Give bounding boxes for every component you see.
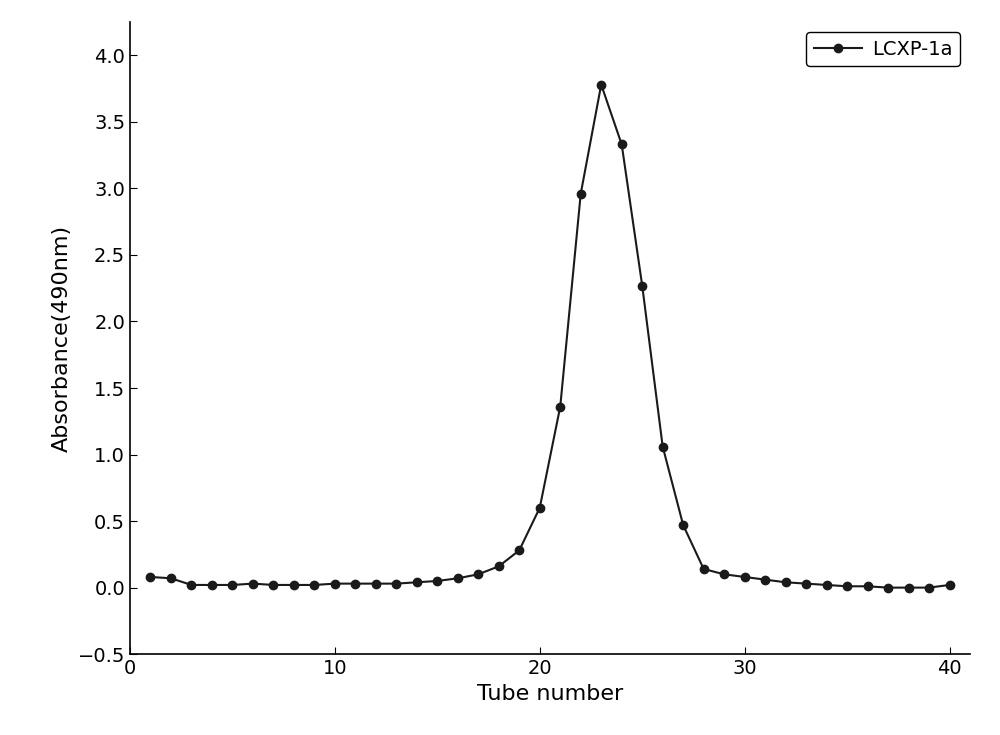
- LCXP-1a: [329, 579, 341, 588]
- LCXP-1a: [903, 583, 915, 592]
- LCXP-1a: [390, 579, 402, 588]
- LCXP-1a: [636, 281, 648, 290]
- LCXP-1a: [288, 581, 300, 589]
- Y-axis label: Absorbance(490nm): Absorbance(490nm): [52, 224, 72, 452]
- LCXP-1a: [882, 583, 894, 592]
- LCXP-1a: [759, 576, 771, 584]
- LCXP-1a: [431, 576, 443, 585]
- X-axis label: Tube number: Tube number: [477, 684, 623, 703]
- LCXP-1a: [206, 581, 218, 589]
- LCXP-1a: [862, 582, 874, 591]
- LCXP-1a: [923, 583, 935, 592]
- LCXP-1a: [165, 574, 177, 583]
- LCXP-1a: [718, 570, 730, 578]
- LCXP-1a: [411, 578, 423, 587]
- Line: LCXP-1a: LCXP-1a: [146, 80, 954, 592]
- LCXP-1a: [267, 581, 279, 589]
- LCXP-1a: [800, 579, 812, 588]
- Legend: LCXP-1a: LCXP-1a: [806, 32, 960, 66]
- LCXP-1a: [575, 190, 587, 198]
- LCXP-1a: [657, 442, 669, 451]
- LCXP-1a: [513, 546, 525, 555]
- LCXP-1a: [534, 503, 546, 512]
- LCXP-1a: [144, 573, 156, 581]
- LCXP-1a: [247, 579, 259, 588]
- LCXP-1a: [677, 520, 689, 529]
- LCXP-1a: [185, 581, 197, 589]
- LCXP-1a: [616, 140, 628, 149]
- LCXP-1a: [944, 581, 956, 589]
- LCXP-1a: [226, 581, 238, 589]
- LCXP-1a: [349, 579, 361, 588]
- LCXP-1a: [821, 581, 833, 589]
- LCXP-1a: [698, 564, 710, 573]
- LCXP-1a: [493, 562, 505, 571]
- LCXP-1a: [370, 579, 382, 588]
- LCXP-1a: [595, 80, 607, 89]
- LCXP-1a: [472, 570, 484, 578]
- LCXP-1a: [780, 578, 792, 587]
- LCXP-1a: [841, 582, 853, 591]
- LCXP-1a: [452, 574, 464, 583]
- LCXP-1a: [308, 581, 320, 589]
- LCXP-1a: [739, 573, 751, 581]
- LCXP-1a: [554, 402, 566, 411]
